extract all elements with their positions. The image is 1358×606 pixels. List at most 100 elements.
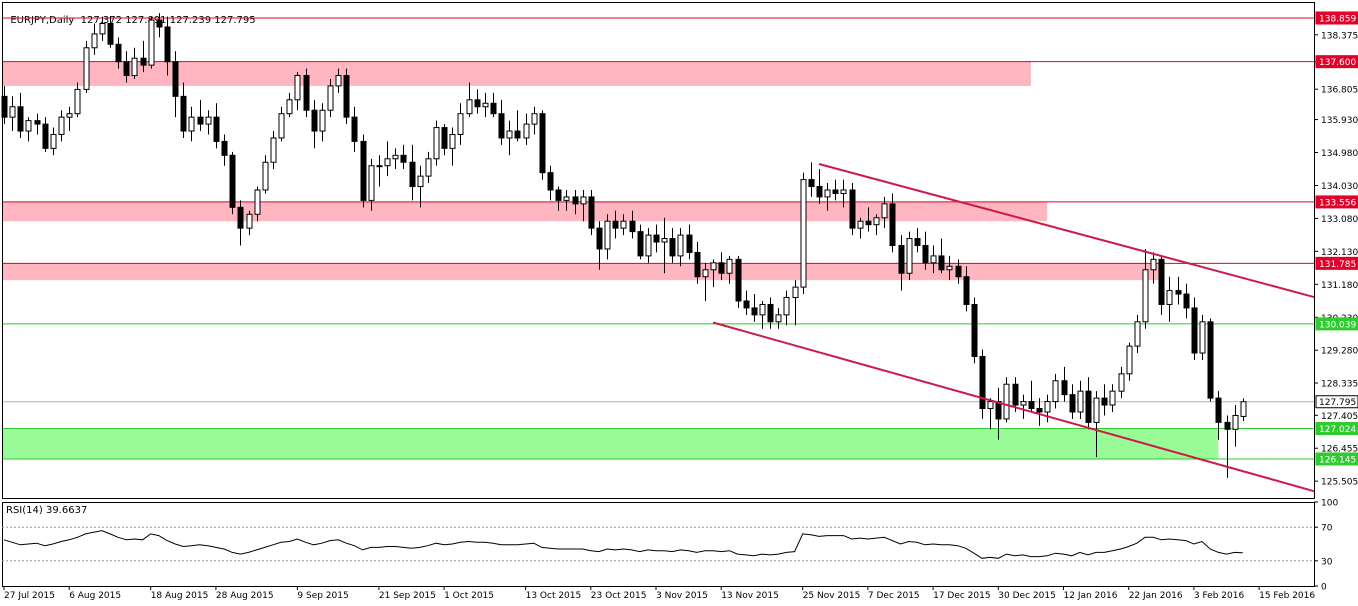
bull-candle: [1199, 321, 1206, 354]
bear-candle: [311, 109, 318, 132]
bear-candle: [955, 265, 962, 278]
x-tick-label: 23 Oct 2015: [591, 591, 647, 601]
bull-candle: [1232, 414, 1239, 430]
bull-candle: [294, 75, 301, 101]
bull-candle: [368, 165, 375, 201]
y-tick-label: 126.455: [1321, 445, 1358, 455]
price-level-box: [1315, 195, 1358, 209]
price-level-box: [1315, 256, 1358, 270]
bear-candle: [156, 19, 163, 28]
channel-trendline: [712, 321, 1315, 493]
bull-candle: [710, 262, 717, 271]
bear-candle: [865, 220, 872, 226]
x-tick-label: 30 Dec 2015: [998, 591, 1056, 601]
bear-candle: [498, 113, 505, 139]
bear-candle: [123, 61, 130, 77]
symbol-label: EURJPY,Daily: [10, 15, 75, 26]
bull-candle: [620, 220, 627, 229]
bull-candle: [759, 303, 766, 316]
bear-candle: [979, 355, 986, 410]
bull-candle: [1077, 390, 1084, 413]
x-tick-label: 3 Nov 2015: [656, 591, 708, 601]
bull-candle: [1134, 321, 1141, 347]
bear-candle: [889, 203, 896, 246]
bear-candle: [751, 307, 758, 316]
bear-candle: [409, 161, 416, 188]
price-level-box: [1315, 421, 1358, 435]
chart-header: EURJPY,Daily 127.372 127.891 127.239 127…: [4, 4, 256, 26]
x-tick-label: 25 Nov 2015: [803, 591, 861, 601]
y-tick-label: 133.080: [1321, 215, 1358, 225]
bull-candle: [857, 220, 864, 229]
price-level-labels: 138.859 137.600 133.556 131.785 130.039 127.7…: [1315, 11, 1358, 466]
bear-candle: [914, 238, 921, 246]
bull-candle: [392, 154, 399, 160]
bull-candle: [417, 175, 424, 188]
bull-candle: [523, 123, 530, 139]
bear-candle: [898, 244, 905, 274]
support-zone: [3, 428, 1219, 459]
bear-candle: [922, 244, 929, 264]
bull-candle: [466, 99, 473, 115]
bull-candle: [1142, 269, 1149, 323]
bull-candle: [66, 113, 73, 118]
bull-candle: [987, 401, 994, 410]
price-level-label: 127.024: [1319, 425, 1356, 435]
price-level-box: [1315, 55, 1358, 69]
bull-candle: [930, 255, 937, 264]
bull-candle: [433, 127, 440, 160]
x-tick-label: 3 Feb 2016: [1194, 591, 1245, 601]
bear-candle: [140, 57, 147, 66]
bull-candle: [1020, 401, 1027, 406]
bear-candle: [588, 196, 595, 229]
y-tick-label: 134.030: [1321, 182, 1358, 192]
bull-candle: [906, 238, 913, 274]
bear-candle: [1215, 397, 1222, 423]
bull-candle: [824, 189, 831, 198]
bear-candle: [1012, 383, 1019, 406]
bull-candle: [188, 116, 195, 132]
x-tick-label: 13 Nov 2015: [721, 591, 779, 601]
y-tick-label: 125.505: [1321, 478, 1358, 488]
rsi-y-tick-label: 30: [1321, 557, 1333, 567]
rsi-y-tick-label: 100: [1321, 499, 1338, 509]
bear-candle: [34, 120, 41, 125]
bull-candle: [580, 196, 587, 205]
x-tick-label: 22 Jan 2016: [1129, 591, 1183, 601]
bull-candle: [457, 113, 464, 135]
bull-candle: [205, 116, 212, 125]
bull-candle: [91, 33, 98, 49]
bull-candle: [278, 113, 285, 139]
rsi-y-tick-label: 0: [1321, 583, 1327, 593]
bull-candle: [506, 130, 513, 139]
bear-candle: [629, 220, 636, 233]
bull-candle: [775, 314, 782, 323]
bear-candle: [767, 303, 774, 323]
bull-candle: [645, 234, 652, 257]
bear-candle: [221, 140, 228, 156]
bear-candle: [115, 43, 122, 63]
bear-candle: [963, 276, 970, 305]
bear-candle: [1207, 321, 1214, 399]
rsi-y-tick-label: 70: [1321, 524, 1333, 534]
bull-candle: [702, 269, 709, 278]
candles-layer: [1, 13, 1247, 478]
x-tick-label: 7 Dec 2015: [868, 591, 920, 601]
bull-candle: [286, 99, 293, 115]
bear-candle: [1158, 258, 1165, 305]
bear-candle: [808, 179, 815, 188]
bull-candle: [1093, 397, 1100, 423]
bear-candle: [596, 227, 603, 250]
bear-candle: [653, 234, 660, 243]
bear-candle: [107, 23, 114, 45]
bear-candle: [572, 196, 579, 205]
bull-candle: [262, 161, 269, 191]
y-tick-label: 131.180: [1321, 281, 1358, 291]
x-tick-label: 18 Aug 2015: [151, 591, 209, 601]
bear-candle: [637, 231, 644, 257]
ohlc-readout: 127.372 127.891 127.239 127.795: [80, 15, 256, 26]
bear-candle: [718, 262, 725, 274]
price-level-label: 130.039: [1319, 320, 1356, 330]
bear-candle: [164, 26, 171, 63]
